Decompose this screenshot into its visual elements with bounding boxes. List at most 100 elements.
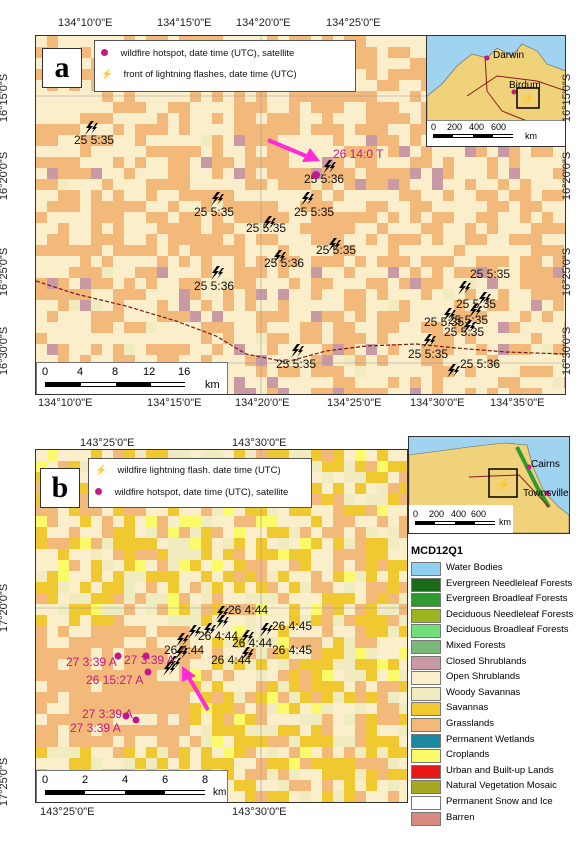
- lightning-marker-a-15: [447, 364, 460, 378]
- svg-text:⚡: ⚡: [496, 478, 510, 491]
- hotspot-marker-b-3: [122, 712, 130, 720]
- lightning-label-b-1: 26 4:44: [164, 643, 204, 657]
- hotspot-label-b-4: 27 3:39 A: [70, 721, 121, 735]
- b-left-tick-1: 17°25'0"S: [0, 757, 11, 807]
- a-left-tick-0: 16°15'0"S: [0, 73, 11, 123]
- mcd12q1-swatch-14: [411, 780, 441, 795]
- a-bottom-tick-2: 134°20'0"E: [235, 397, 290, 409]
- hotspot-icon: [101, 49, 108, 56]
- lightning-marker-b-extra-3: [163, 662, 176, 676]
- scale-a-tick-3: 12: [143, 366, 156, 378]
- a-bottom-tick-1: 134°15'0"E: [147, 397, 202, 409]
- a-left-tick-1: 16°20'0"S: [0, 151, 11, 201]
- hotspot-marker-b-1: [142, 652, 150, 660]
- scale-a-tick-4: 16: [178, 366, 191, 378]
- hotspot-marker-a: [312, 171, 320, 179]
- legend-b-hotspot-label: wildfire hotspot, date time (UTC), satel…: [114, 487, 289, 498]
- lightning-marker-b-6: [241, 647, 254, 661]
- mcd12q1-label-16: Barren: [446, 811, 475, 823]
- lightning-label-a-7: 25 5:35: [316, 243, 356, 257]
- arrow-a: [267, 138, 312, 160]
- panel-b-inset-map: ⚡ Cairns Townsville 0 200 400 600 km: [408, 436, 570, 534]
- mcd12q1-swatch-15: [411, 796, 441, 810]
- mcd12q1-swatch-13: [411, 764, 441, 779]
- panel-b-landcover: [36, 450, 407, 802]
- lightning-marker-a-2: [211, 192, 224, 206]
- lightning-label-a-11: 25 5:35: [448, 313, 488, 327]
- panel-b-letter: b: [40, 468, 80, 508]
- lightning-label-a-14: 25 5:35: [276, 357, 316, 371]
- a-top-tick-0: 134°10'0"E: [58, 17, 113, 29]
- hotspot-marker-b-0: [114, 652, 122, 660]
- legend-hotspot-row: wildfire hotspot, date time (UTC), satel…: [101, 48, 294, 59]
- lightning-marker-b-extra-1: [216, 615, 229, 629]
- mcd12q1-swatch-1: [411, 577, 441, 592]
- a-right-tick-2: 16°25'0"S: [561, 247, 574, 297]
- lightning-label-b-3: 26 4:45: [272, 619, 312, 633]
- mcd12q1-swatch-7: [411, 671, 441, 686]
- inset-b-unit: km: [499, 517, 511, 527]
- lightning-label-a-15: 25 5:36: [460, 357, 500, 371]
- inset-b-tick-2: 400: [451, 509, 467, 519]
- lightning-marker-b-1: [176, 633, 189, 647]
- mcd12q1-label-10: Grasslands: [446, 718, 495, 729]
- lightning-label-a-0: 25 5:35: [74, 133, 114, 147]
- lightning-marker-a-9: [478, 292, 491, 306]
- lightning-marker-a-3: [301, 192, 314, 206]
- arrow-b-head: [182, 666, 196, 682]
- a-top-tick-3: 134°25'0"E: [326, 17, 381, 29]
- panel-b-legend: ⚡ wildfire lightning flash. date time (U…: [88, 458, 312, 508]
- lightning-label-a-4: 25 5:35: [246, 221, 286, 235]
- mcd12q1-label-0: Water Bodies: [446, 562, 503, 573]
- lightning-icon: ⚡: [95, 465, 107, 476]
- arrow-b: [186, 674, 210, 712]
- lightning-marker-b-0: [216, 606, 229, 620]
- lightning-label-a-10: 25 5:35: [424, 315, 464, 329]
- lightning-marker-a-10: [443, 308, 456, 322]
- legend-hotspot-label: wildfire hotspot, date time (UTC), satel…: [120, 48, 295, 59]
- a-bottom-tick-0: 134°10'0"E: [38, 397, 93, 409]
- panel-a-letter: a: [42, 48, 82, 88]
- lightning-label-a-1: 25 5:36: [304, 172, 344, 186]
- b-top-tick-0: 143°25'0"E: [80, 437, 135, 449]
- inset-a-tick-1: 200: [447, 122, 463, 132]
- hotspot-label-b-0: 27 3:39 A: [66, 655, 117, 669]
- lightning-label-a-13: 25 5:35: [408, 347, 448, 361]
- lightning-marker-a-1: [323, 160, 336, 174]
- lightning-label-a-5: 25 5:36: [264, 256, 304, 270]
- lightning-marker-b-extra-0: [188, 625, 201, 639]
- panel-b-map[interactable]: 26 4:44 26 4:44 26 4:44 26 4:45 26 4:44 26 4:…: [35, 449, 408, 803]
- lightning-marker-a-8: [458, 281, 471, 295]
- mcd12q1-label-14: Natural Vegetation Mosaic: [446, 780, 557, 792]
- mcd12q1-label-12: Croplands: [446, 749, 490, 761]
- lightning-label-b-4: 26 4:44: [232, 636, 272, 650]
- hotspot-label-b-1: 27 3:39 A: [124, 653, 175, 667]
- mcd12q1-label-11: Permanent Wetlands: [446, 733, 535, 745]
- mcd12q1-title: MCD12Q1: [411, 545, 463, 557]
- scale-b-unit: km: [213, 787, 227, 798]
- hotspot-marker-b-2: [144, 668, 152, 676]
- lightning-icon: ⚡: [101, 69, 113, 80]
- lightning-label-a-8: 25 5:35: [470, 267, 510, 281]
- hotspot-marker-b-4: [132, 716, 140, 724]
- a-top-tick-2: 134°20'0"E: [236, 17, 291, 29]
- mcd12q1-label-2: Evergreen Broadleaf Forests: [446, 593, 568, 605]
- a-bottom-tick-3: 134°25'0"E: [327, 397, 382, 409]
- lightning-label-b-2: 26 4:44: [198, 629, 238, 643]
- panel-b-scalebar: 0 2 4 6 8 km: [36, 770, 228, 802]
- lightning-marker-b-5: [168, 656, 181, 670]
- lightning-marker-a-0: [85, 121, 98, 135]
- a-right-tick-3: 16°30'0"S: [561, 326, 574, 376]
- lightning-marker-b-2: [203, 623, 216, 637]
- b-bottom-tick-0: 143°25'0"E: [40, 806, 95, 818]
- legend-lightning-row: ⚡ front of lightning flashes, date time …: [101, 69, 297, 80]
- panel-a-map[interactable]: 25 5:35 25 5:36 25 5:35 25 5:35 25 5:35 25 5:…: [35, 35, 566, 395]
- lightning-marker-a-7: [328, 238, 341, 252]
- hotspot-label-a: 26 14:0 T: [333, 147, 384, 161]
- lightning-label-b-0: 26 4:44: [228, 603, 268, 617]
- scale-a-tick-0: 0: [42, 366, 49, 378]
- hotspot-icon: [95, 488, 102, 495]
- a-top-tick-1: 134°15'0"E: [157, 17, 212, 29]
